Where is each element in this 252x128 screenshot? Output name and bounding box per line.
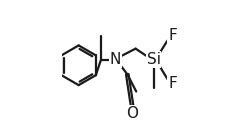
Text: F: F — [168, 76, 177, 91]
Text: Si: Si — [146, 52, 161, 67]
Text: O: O — [126, 106, 138, 121]
Text: N: N — [109, 52, 121, 67]
Text: F: F — [168, 28, 177, 43]
